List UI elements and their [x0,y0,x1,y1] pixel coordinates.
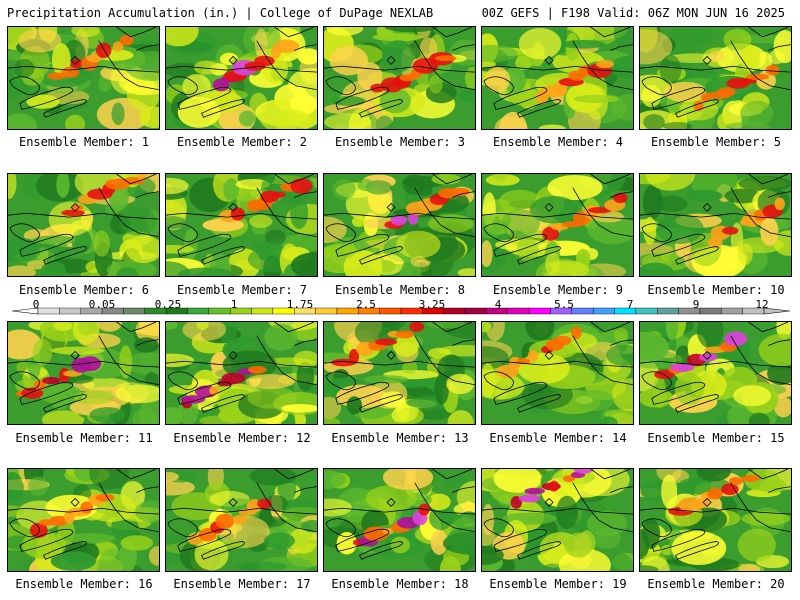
ensemble-member-map [481,468,634,572]
colorbar-swatch [464,307,487,315]
colorbar-right-arrow [763,307,791,315]
ensemble-member-map [165,26,318,130]
ensemble-member-map [7,468,160,572]
colorbar-swatch [59,307,81,315]
ensemble-member-map [165,173,318,277]
ensemble-member-label: Ensemble Member: 19 [489,577,627,591]
ensemble-member-map [481,321,634,425]
ensemble-member-map [323,173,476,277]
colorbar-swatch [379,307,402,315]
colorbar-tick-label: 1.75 [286,298,314,311]
colorbar-tick-label: 7 [626,298,634,311]
colorbar-swatch [657,307,679,315]
colorbar-swatch [721,307,743,315]
colorbar-tick-label: 3.25 [418,298,446,311]
ensemble-member-label: Ensemble Member: 12 [173,431,311,445]
map-title: Precipitation Accumulation (in.) | Colle… [7,6,434,20]
ensemble-member-label: Ensemble Member: 20 [647,577,785,591]
ensemble-member-map [639,321,792,425]
colorbar-swatch [315,307,338,315]
precip-colorbar [11,307,791,315]
ensemble-member-map [7,321,160,425]
colorbar-tick-label: 0 [32,298,40,311]
ensemble-member-map [7,173,160,277]
ensemble-member-label: Ensemble Member: 5 [650,135,782,149]
ensemble-member-map [7,26,160,130]
ensemble-member-map [639,468,792,572]
colorbar-swatch [528,307,551,315]
colorbar-swatch [507,307,530,315]
ensemble-member-map [481,173,634,277]
ensemble-member-map [481,26,634,130]
colorbar-swatch [123,307,145,315]
ensemble-member-map [639,26,792,130]
colorbar-tick-label: 2.5 [356,298,376,311]
colorbar-swatch [37,307,60,315]
colorbar-swatch [571,307,594,315]
colorbar-swatch [635,307,658,315]
model-run-info: 00Z GEFS | F198 Valid: 06Z MON JUN 16 20… [481,6,785,20]
ensemble-member-label: Ensemble Member: 1 [18,135,150,149]
ensemble-member-label: Ensemble Member: 14 [489,431,627,445]
ensemble-member-map [323,468,476,572]
ensemble-member-label: Ensemble Member: 6 [18,283,150,297]
ensemble-member-label: Ensemble Member: 4 [492,135,624,149]
colorbar-swatch [443,307,466,315]
ensemble-member-label: Ensemble Member: 9 [492,283,624,297]
ensemble-member-map [165,468,318,572]
ensemble-member-map [639,173,792,277]
ensemble-member-label: Ensemble Member: 18 [331,577,469,591]
ensemble-member-label: Ensemble Member: 2 [176,135,308,149]
colorbar-swatch [592,307,615,315]
ensemble-member-label: Ensemble Member: 16 [15,577,153,591]
ensemble-member-label: Ensemble Member: 10 [647,283,785,297]
ensemble-member-map [165,321,318,425]
colorbar-tick-label: 12 [755,298,769,311]
colorbar-swatch [699,307,722,315]
ensemble-member-label: Ensemble Member: 3 [334,135,466,149]
colorbar-tick-label: 1 [230,298,238,311]
ensemble-member-label: Ensemble Member: 13 [331,431,469,445]
colorbar-tick-label: 0.25 [154,298,182,311]
colorbar-swatch [208,307,231,315]
colorbar-tick-label: 4 [494,298,502,311]
ensemble-member-label: Ensemble Member: 8 [334,283,466,297]
ensemble-member-label: Ensemble Member: 15 [647,431,785,445]
colorbar-tick-label: 0.05 [88,298,116,311]
colorbar-tick-label: 9 [692,298,700,311]
ensemble-member-label: Ensemble Member: 11 [15,431,153,445]
colorbar-swatch [251,307,274,315]
ensemble-member-map [323,321,476,425]
colorbar-tick-label: 5.5 [554,298,574,311]
ensemble-member-label: Ensemble Member: 17 [173,577,311,591]
ensemble-member-label: Ensemble Member: 7 [176,283,308,297]
colorbar-swatch [187,307,210,315]
ensemble-member-map [323,26,476,130]
